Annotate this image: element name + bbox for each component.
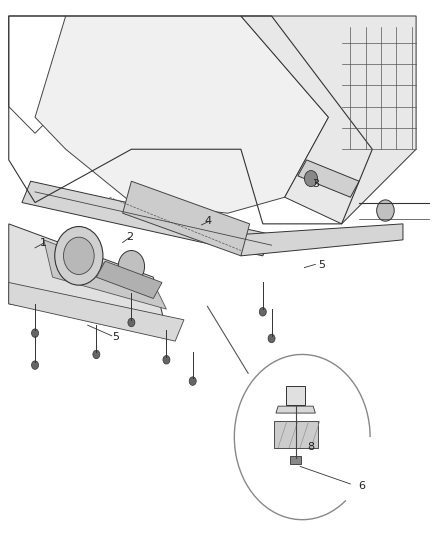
Polygon shape bbox=[9, 224, 166, 330]
Text: 5: 5 bbox=[318, 260, 325, 270]
Circle shape bbox=[189, 377, 196, 385]
Polygon shape bbox=[241, 16, 416, 224]
Circle shape bbox=[32, 329, 39, 337]
Polygon shape bbox=[290, 456, 301, 464]
Polygon shape bbox=[276, 406, 315, 413]
Polygon shape bbox=[35, 16, 329, 213]
Circle shape bbox=[118, 251, 145, 282]
Polygon shape bbox=[298, 160, 359, 197]
Text: 3: 3 bbox=[312, 179, 319, 189]
Text: 1: 1 bbox=[40, 238, 47, 247]
Circle shape bbox=[64, 237, 94, 274]
Polygon shape bbox=[44, 240, 166, 309]
Circle shape bbox=[259, 308, 266, 316]
Circle shape bbox=[304, 171, 318, 187]
Text: 2: 2 bbox=[126, 232, 133, 242]
Polygon shape bbox=[241, 224, 403, 256]
Polygon shape bbox=[96, 261, 162, 298]
Circle shape bbox=[32, 361, 39, 369]
Text: 8: 8 bbox=[307, 442, 314, 451]
Polygon shape bbox=[9, 282, 184, 341]
Text: 5: 5 bbox=[113, 332, 120, 342]
Polygon shape bbox=[286, 386, 305, 405]
Polygon shape bbox=[123, 181, 250, 256]
Circle shape bbox=[128, 318, 135, 327]
Circle shape bbox=[377, 200, 394, 221]
Text: 6: 6 bbox=[358, 481, 365, 491]
Text: 4: 4 bbox=[205, 216, 212, 226]
Polygon shape bbox=[22, 181, 272, 256]
Circle shape bbox=[268, 334, 275, 343]
Circle shape bbox=[55, 227, 103, 285]
Circle shape bbox=[163, 356, 170, 364]
Circle shape bbox=[93, 350, 100, 359]
Polygon shape bbox=[274, 421, 318, 448]
